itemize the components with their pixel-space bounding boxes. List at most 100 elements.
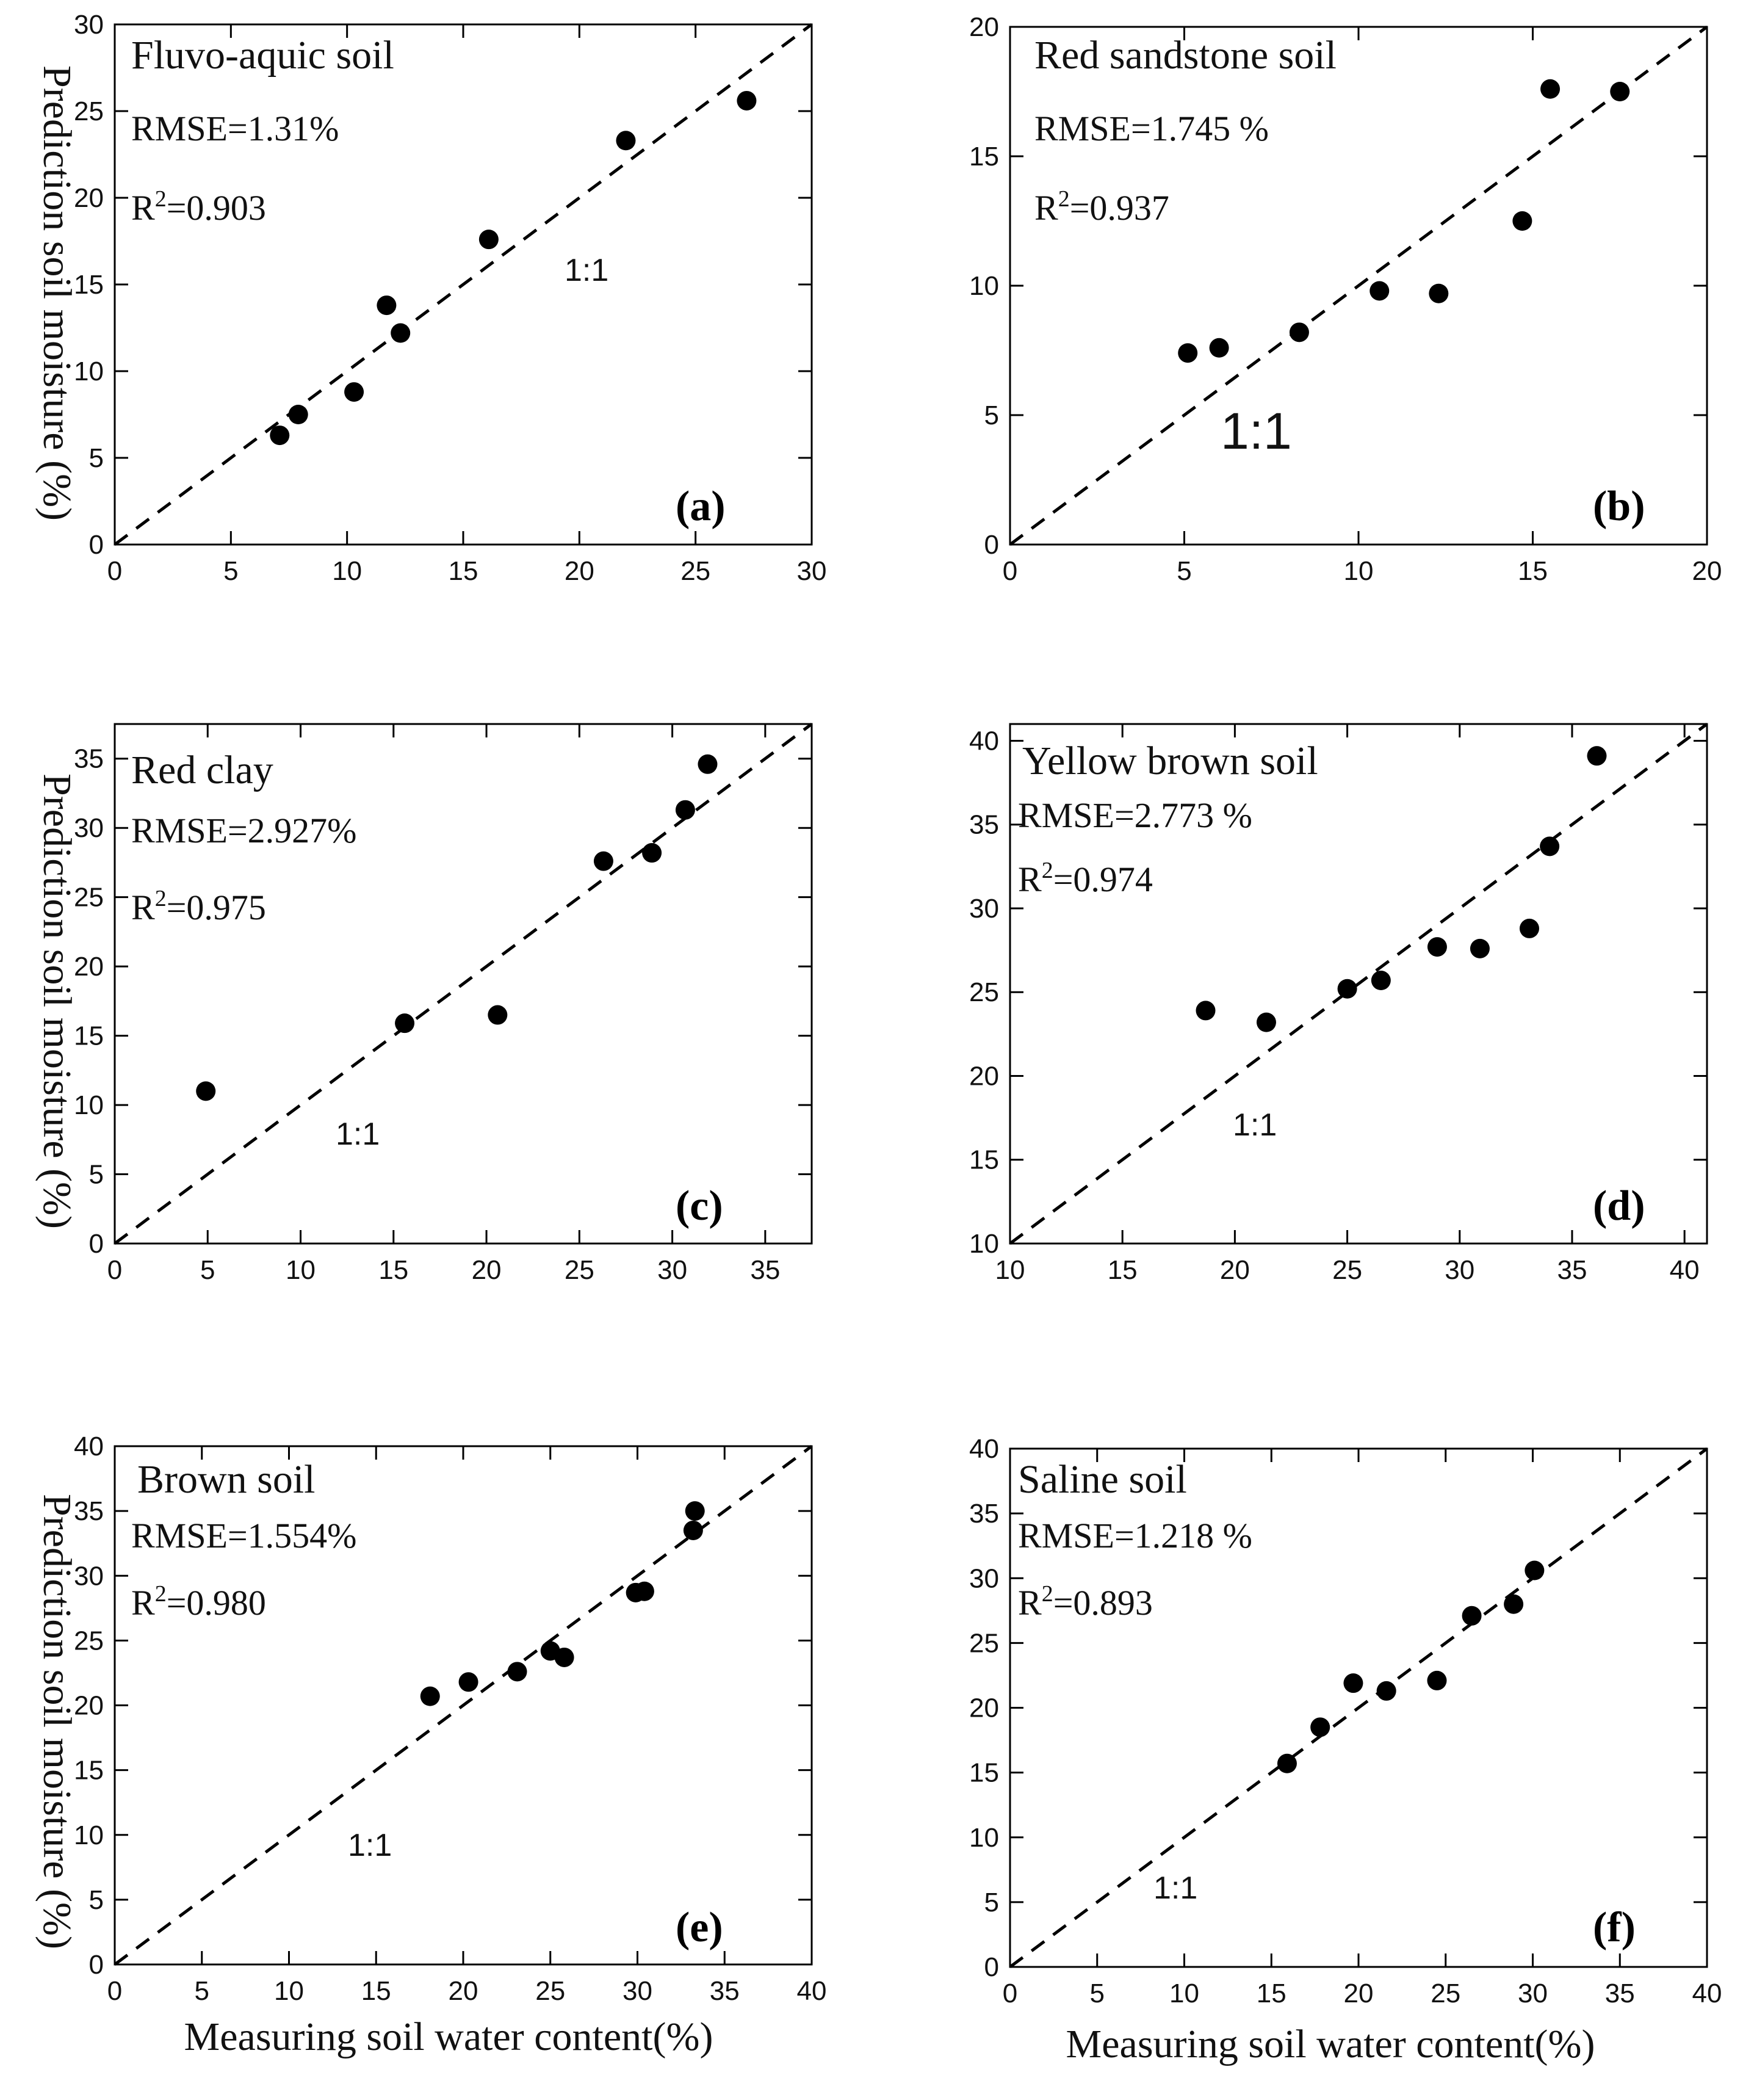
x-tick-label: 25 [680,556,710,586]
x-tick-label: 30 [1445,1255,1474,1285]
soil-type-label: Yellow brown soil [1022,739,1318,783]
identity-line-label: 1:1 [348,1828,392,1863]
x-tick-label: 25 [535,1976,565,2006]
y-tick-label: 10 [969,271,999,301]
x-tick-label: 5 [195,1976,209,2006]
y-tick-label: 10 [969,1229,999,1259]
x-tick-label: 25 [565,1255,594,1285]
y-tick-label: 20 [969,1061,999,1091]
data-point [1310,1717,1330,1737]
x-tick-label: 5 [223,556,238,586]
data-point [1610,82,1630,101]
x-axis-title-left: Measuring soil water content(%) [184,2015,713,2059]
data-point [642,843,662,863]
y-tick-label: 30 [74,813,104,843]
y-tick-label: 25 [74,96,104,126]
data-point [344,382,364,402]
x-tick-label: 0 [107,556,122,586]
scatter-panel: 0 5 10 15 20 25 30 35 40 0 5 10 15 20 25 30 35 40 Saline s… [969,1434,1722,2008]
data-point [1512,211,1532,231]
y-tick-label: 25 [74,1626,104,1656]
y-tick-label: 25 [969,1628,999,1658]
panel-letter: (b) [1593,483,1645,530]
scatter-panel: 0 5 10 15 20 25 30 35 40 0 5 10 15 20 25 30 35 40 Brown so… [74,1432,826,2006]
y-tick-label: 40 [74,1432,104,1461]
y-tick-label: 20 [74,1691,104,1721]
y-tick-label: 20 [74,183,104,213]
identity-line-label: 1:1 [1153,1870,1197,1906]
x-tick-label: 30 [797,556,827,586]
plot-frame [114,723,813,1245]
y-tick-label: 15 [74,270,104,300]
scatter-panel: 0 5 10 15 20 25 30 35 0 5 10 15 20 25 30 35 Red clay RMSE… [74,722,813,1285]
y-tick-label: 5 [984,400,999,430]
x-tick-label: 10 [274,1976,304,2006]
y-tick-label: 40 [969,1434,999,1464]
identity-line [1009,722,1708,1245]
x-tick-label: 15 [378,1255,408,1285]
x-tick-label: 0 [1003,556,1017,586]
data-point [1427,937,1447,957]
data-point [478,230,499,250]
data-point [458,1672,478,1692]
x-tick-label: 5 [200,1255,215,1285]
rmse-label: RMSE=1.554% [131,1516,356,1555]
y-tick-label: 35 [74,1496,104,1526]
y-tick-label: 20 [74,952,104,982]
y-tick-label: 10 [969,1823,999,1853]
y-tick-label: 30 [969,1563,999,1593]
soil-type-label: Saline soil [1018,1457,1187,1502]
y-tick-label: 30 [74,10,104,40]
rmse-label: RMSE=1.218 % [1018,1516,1252,1555]
data-point [1519,918,1539,938]
x-tick-label: 5 [1177,556,1191,586]
data-point [1343,1673,1363,1693]
y-tick-label: 15 [969,1145,999,1175]
x-tick-label: 35 [1605,1979,1635,2008]
data-point [698,754,718,774]
data-point [288,405,308,424]
data-point [1540,836,1560,856]
y-tick-label: 10 [74,1820,104,1850]
panels-group: 0 5 10 15 20 25 30 0 5 10 15 20 25 30 Fluvo-aquic soil… [74,10,1722,2008]
y-tick-label: 0 [984,1952,999,1982]
x-tick-label: 35 [750,1255,780,1285]
y-tick-label: 30 [969,894,999,924]
identity-line-label: 1:1 [336,1117,380,1152]
panel-letter: (a) [676,483,726,530]
x-tick-label: 15 [1518,556,1548,586]
y-tick-label: 20 [969,12,999,42]
x-tick-label: 20 [472,1255,502,1285]
data-point [1337,979,1357,999]
x-tick-label: 40 [1692,1979,1722,2008]
x-tick-label: 10 [995,1255,1025,1285]
y-tick-label: 25 [969,977,999,1007]
identity-line [114,23,813,546]
scatter-panel: 0 5 10 15 20 0 5 10 15 20 Red sandstone soil RMSE=1… [969,12,1722,586]
data-point [1587,746,1607,766]
y-axis-title-bottom: Prediction soil moisture (%) [35,1494,79,1949]
data-point [1209,338,1229,358]
data-point [634,1581,654,1601]
identity-line-label: 1:1 [1221,402,1292,460]
scatter-panel: 10 15 20 25 30 35 40 10 15 20 25 30 35 40 Yellow brown… [969,722,1708,1285]
data-point [1427,1670,1447,1690]
data-point [737,90,757,110]
y-tick-label: 10 [74,1090,104,1120]
x-tick-label: 10 [332,556,362,586]
x-tick-label: 30 [622,1976,652,2006]
y-tick-label: 25 [74,883,104,913]
y-tick-label: 0 [89,1229,104,1259]
rmse-label: RMSE=1.745 % [1034,109,1269,148]
y-axis-title-middle: Prediction soil moisture (%) [35,773,79,1229]
data-point [1370,281,1390,301]
soil-type-label: Red clay [131,748,273,792]
x-tick-label: 10 [1344,556,1374,586]
x-tick-label: 35 [710,1976,740,2006]
x-tick-label: 20 [1220,1255,1250,1285]
x-tick-label: 15 [449,556,478,586]
data-point [683,1520,703,1540]
data-point [1196,1001,1216,1021]
y-tick-label: 20 [969,1693,999,1723]
